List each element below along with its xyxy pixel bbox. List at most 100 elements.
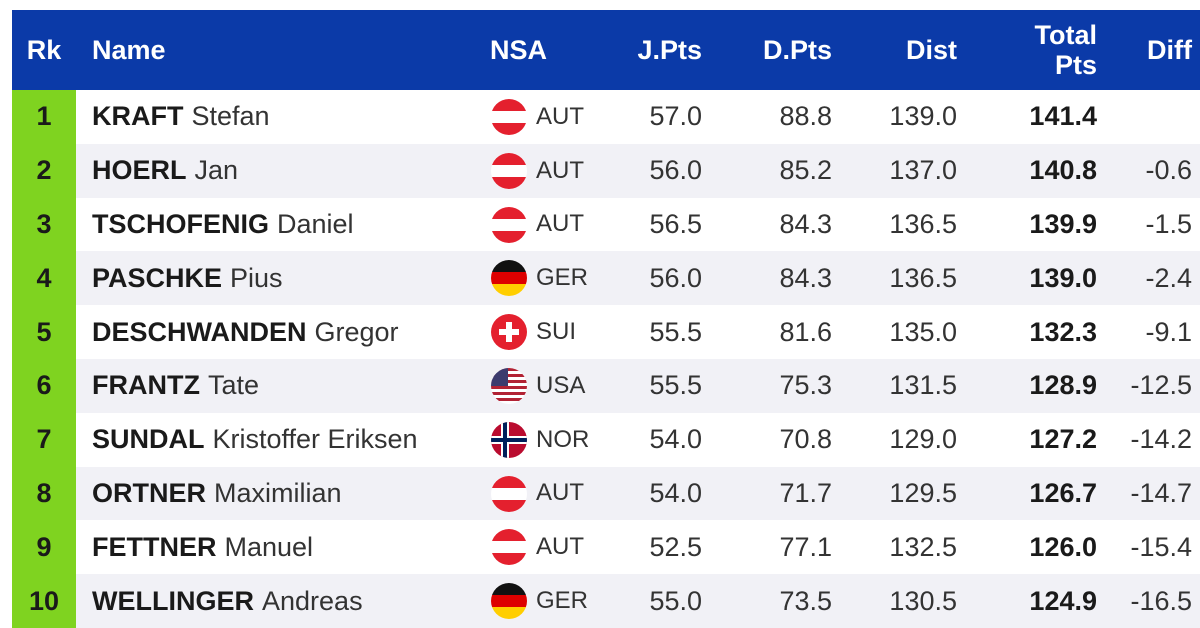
distance-points: 77.1 [779, 531, 832, 562]
table-row[interactable]: 3 TSCHOFENIG Daniel AUT 56.5 84.3 136.5 139.9 -1… [12, 197, 1200, 252]
header-total-line2: Pts [1054, 50, 1097, 80]
last-name: SUNDAL [92, 424, 205, 455]
header-total-points[interactable]: Total Pts [1012, 10, 1098, 90]
total-points: 140.8 [1029, 155, 1097, 186]
nsa-code: AUT [536, 533, 584, 561]
nsa-code: GER [536, 264, 589, 292]
rank-cell: 9 [12, 520, 76, 575]
header-distance-points[interactable]: D.Pts [762, 34, 832, 65]
total-points: 141.4 [1029, 101, 1097, 132]
diff: -14.7 [1130, 477, 1192, 508]
athlete-name[interactable]: PASCHKE Pius [92, 251, 283, 305]
nsa-code: SUI [536, 318, 577, 346]
header-name[interactable]: Name [92, 34, 166, 65]
aut-flag-icon [491, 152, 527, 189]
athlete-name[interactable]: FETTNER Manuel [92, 520, 313, 574]
aut-flag-icon [491, 529, 527, 566]
last-name: HOERL [92, 155, 187, 186]
athlete-name[interactable]: HOERL Jan [92, 144, 238, 198]
nsa-code: AUT [536, 479, 584, 507]
table-row[interactable]: 4 PASCHKE Pius GER 56.0 84.3 136.5 139.0 -2.4 [12, 251, 1200, 306]
athlete-name[interactable]: WELLINGER Andreas [92, 574, 363, 628]
distance: 132.5 [889, 531, 957, 562]
first-name: Jan [194, 155, 239, 186]
ger-flag-icon [491, 583, 527, 620]
total-points: 126.7 [1029, 477, 1097, 508]
rank-cell: 5 [12, 305, 76, 359]
total-points: 132.3 [1029, 316, 1097, 347]
distance: 130.5 [889, 585, 957, 616]
rank-cell: 8 [12, 466, 76, 521]
last-name: TSCHOFENIG [92, 208, 270, 239]
nsa-code: AUT [536, 156, 584, 184]
distance: 135.0 [889, 316, 957, 347]
table-row[interactable]: 6 FRANTZ Tate USA 55.5 75.3 131.5 128.9 -12.5 [12, 358, 1200, 413]
judge-points: 55.5 [649, 370, 702, 401]
athlete-name[interactable]: FRANTZ Tate [92, 359, 259, 413]
table-row[interactable]: 10 WELLINGER Andreas GER 55.0 73.5 130.5 124.9 -… [12, 574, 1200, 628]
total-points: 127.2 [1029, 424, 1097, 455]
judge-points: 55.5 [649, 316, 702, 347]
diff: -12.5 [1130, 370, 1192, 401]
table-row[interactable]: 8 ORTNER Maximilian AUT 54.0 71.7 129.5 126.7 -1… [12, 466, 1200, 521]
aut-flag-icon [491, 206, 527, 243]
first-name: Gregor [314, 316, 399, 347]
total-points: 124.9 [1029, 585, 1097, 616]
athlete-name[interactable]: ORTNER Maximilian [92, 467, 342, 521]
table-row[interactable]: 7 SUNDAL Kristoffer Eriksen NOR 54.0 70.8 129.… [12, 412, 1200, 467]
nsa-code: GER [536, 587, 589, 615]
distance-points: 81.6 [779, 316, 832, 347]
last-name: FRANTZ [92, 370, 200, 401]
athlete-name[interactable]: SUNDAL Kristoffer Eriksen [92, 413, 418, 467]
distance: 139.0 [889, 101, 957, 132]
nsa-code: NOR [536, 425, 590, 453]
rank-cell: 7 [12, 412, 76, 467]
total-points: 139.0 [1029, 262, 1097, 293]
diff [1122, 90, 1192, 144]
rank-cell: 2 [12, 143, 76, 198]
distance-points: 84.3 [779, 208, 832, 239]
rank-cell: 10 [12, 574, 76, 628]
last-name: KRAFT [92, 101, 184, 132]
distance: 137.0 [889, 155, 957, 186]
ger-flag-icon [491, 260, 527, 297]
table-row[interactable]: 9 FETTNER Manuel AUT 52.5 77.1 132.5 126.0 -15.4 [12, 520, 1200, 575]
distance-points: 71.7 [779, 477, 832, 508]
diff: -15.4 [1130, 531, 1192, 562]
judge-points: 54.0 [649, 477, 702, 508]
table-row[interactable]: 1 KRAFT Stefan AUT 57.0 88.8 139.0 141.4 [12, 90, 1200, 144]
first-name: Andreas [262, 585, 363, 616]
rank-cell: 3 [12, 197, 76, 252]
distance: 131.5 [889, 370, 957, 401]
diff: -14.2 [1130, 424, 1192, 455]
judge-points: 56.0 [649, 262, 702, 293]
rank-cell: 1 [12, 90, 76, 144]
distance-points: 84.3 [779, 262, 832, 293]
first-name: Kristoffer Eriksen [212, 424, 418, 455]
aut-flag-icon [491, 99, 527, 135]
judge-points: 56.0 [649, 155, 702, 186]
distance-points: 70.8 [779, 424, 832, 455]
header-distance[interactable]: Dist [905, 34, 957, 65]
nsa-code: USA [536, 371, 586, 399]
judge-points: 56.5 [649, 208, 702, 239]
first-name: Pius [230, 262, 283, 293]
rank-cell: 4 [12, 251, 76, 306]
athlete-name[interactable]: TSCHOFENIG Daniel [92, 198, 354, 252]
athlete-name[interactable]: DESCHWANDEN Gregor [92, 305, 399, 359]
table-header: Rk Name NSA J.Pts D.Pts Dist Total Pts Di… [12, 10, 1200, 90]
athlete-name[interactable]: KRAFT Stefan [92, 90, 270, 144]
table-row[interactable]: 2 HOERL Jan AUT 56.0 85.2 137.0 140.8 -0.6 [12, 143, 1200, 198]
nor-flag-icon [491, 421, 527, 458]
distance: 136.5 [889, 262, 957, 293]
rank-cell: 6 [12, 358, 76, 413]
header-diff[interactable]: Diff [1147, 34, 1192, 65]
distance: 129.0 [889, 424, 957, 455]
header-judge-points[interactable]: J.Pts [637, 34, 702, 65]
sui-flag-icon [491, 314, 527, 351]
distance-points: 73.5 [779, 585, 832, 616]
usa-flag-icon [491, 367, 527, 404]
header-nsa[interactable]: NSA [490, 34, 548, 65]
table-row[interactable]: 5 DESCHWANDEN Gregor SUI 55.5 81.6 135.0 132.3 -… [12, 305, 1200, 359]
header-rank[interactable]: Rk [26, 34, 62, 65]
